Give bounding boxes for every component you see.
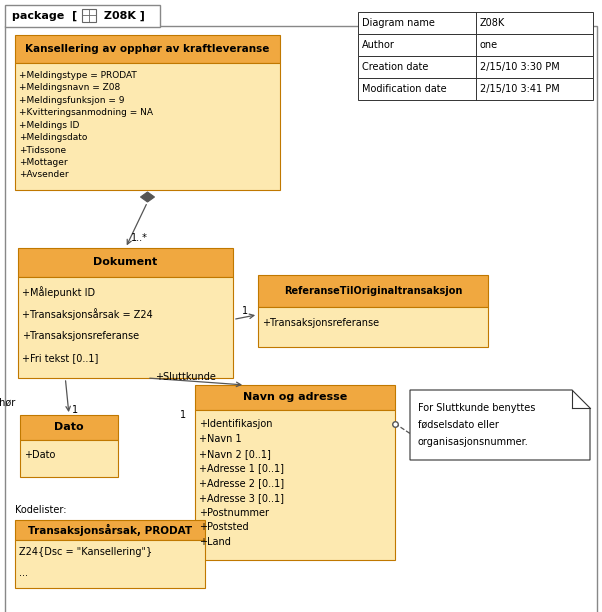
Text: +Identifikasjon: +Identifikasjon <box>199 419 273 430</box>
Text: +Adresse 3 [0..1]: +Adresse 3 [0..1] <box>199 493 284 503</box>
Text: +Meldings ID: +Meldings ID <box>19 121 79 130</box>
Text: Navn og adresse: Navn og adresse <box>243 392 347 402</box>
Text: +Meldingsfunksjon = 9: +Meldingsfunksjon = 9 <box>19 96 125 105</box>
Bar <box>18 248 233 277</box>
Bar <box>195 409 395 560</box>
Text: Transaksjonsårsak, PRODAT: Transaksjonsårsak, PRODAT <box>28 524 192 536</box>
Text: +Målepunkt ID: +Målepunkt ID <box>22 286 95 297</box>
Text: Author: Author <box>362 40 395 50</box>
Text: Modification date: Modification date <box>362 84 447 94</box>
Text: +Dato: +Dato <box>24 450 55 460</box>
Text: Dato: Dato <box>54 422 84 433</box>
Text: 1..*: 1..* <box>131 233 147 243</box>
Text: +Fri tekst [0..1]: +Fri tekst [0..1] <box>22 354 98 364</box>
Text: Diagram name: Diagram name <box>362 18 435 28</box>
Text: +Navn 2 [0..1]: +Navn 2 [0..1] <box>199 449 271 459</box>
Bar <box>20 415 118 440</box>
Text: +Opphør: +Opphør <box>0 398 15 408</box>
Text: organisasjonsnummer.: organisasjonsnummer. <box>418 437 529 447</box>
Text: +Sluttkunde: +Sluttkunde <box>155 371 216 381</box>
Bar <box>5 5 160 27</box>
Polygon shape <box>140 192 155 202</box>
Text: +Transaksjonsreferanse: +Transaksjonsreferanse <box>262 318 379 328</box>
Bar <box>15 540 205 588</box>
Bar <box>15 35 280 63</box>
Text: +Adresse 2 [0..1]: +Adresse 2 [0..1] <box>199 479 284 488</box>
Text: 1: 1 <box>72 405 78 415</box>
Text: 1: 1 <box>243 307 249 316</box>
Text: Dokument: Dokument <box>93 257 158 267</box>
Text: +Meldingsdato: +Meldingsdato <box>19 133 87 142</box>
Bar <box>20 440 118 477</box>
Text: one: one <box>480 40 498 50</box>
Bar <box>18 277 233 378</box>
Text: +Postnummer: +Postnummer <box>199 508 269 518</box>
Text: +Navn 1: +Navn 1 <box>199 434 241 444</box>
Bar <box>358 12 593 34</box>
Text: +Kvitteringsanmodning = NA: +Kvitteringsanmodning = NA <box>19 108 153 118</box>
Text: package  [: package [ <box>12 11 77 21</box>
Bar <box>258 307 488 347</box>
Text: +Poststed: +Poststed <box>199 523 249 532</box>
Text: 2/15/10 3:41 PM: 2/15/10 3:41 PM <box>480 84 560 94</box>
Text: Kansellering av opphør av kraftleveranse: Kansellering av opphør av kraftleveranse <box>25 44 270 54</box>
Polygon shape <box>410 390 590 460</box>
Text: +Avsender: +Avsender <box>19 170 69 179</box>
Text: +Transaksjonsreferanse: +Transaksjonsreferanse <box>22 331 139 341</box>
Bar <box>15 63 280 190</box>
Bar <box>358 78 593 100</box>
Text: Z24{Dsc = "Kansellering"}: Z24{Dsc = "Kansellering"} <box>19 547 152 557</box>
Text: Creation date: Creation date <box>362 62 429 72</box>
Text: 2/15/10 3:30 PM: 2/15/10 3:30 PM <box>480 62 560 72</box>
Text: Z08K: Z08K <box>480 18 505 28</box>
Text: +Mottager: +Mottager <box>19 158 67 167</box>
Text: ReferanseTilOriginaltransaksjon: ReferanseTilOriginaltransaksjon <box>284 286 462 296</box>
Text: +Tidssone: +Tidssone <box>19 146 66 155</box>
Text: Kodelister:: Kodelister: <box>15 505 66 515</box>
Bar <box>258 275 488 307</box>
Text: fødselsdato eller: fødselsdato eller <box>418 420 499 430</box>
Bar <box>358 34 593 56</box>
Text: ...: ... <box>19 567 28 578</box>
Text: 1: 1 <box>180 410 186 420</box>
Text: +Land: +Land <box>199 537 231 547</box>
Text: +Adresse 1 [0..1]: +Adresse 1 [0..1] <box>199 463 284 474</box>
Bar <box>82 9 96 22</box>
Text: For Sluttkunde benyttes: For Sluttkunde benyttes <box>418 403 535 413</box>
Text: +Transaksjonsårsak = Z24: +Transaksjonsårsak = Z24 <box>22 308 153 320</box>
Bar <box>195 385 395 409</box>
Text: +Meldingsnavn = Z08: +Meldingsnavn = Z08 <box>19 83 120 92</box>
Bar <box>358 56 593 78</box>
Text: +Meldingstype = PRODAT: +Meldingstype = PRODAT <box>19 71 137 80</box>
Text: Z08K ]: Z08K ] <box>100 11 145 21</box>
Bar <box>15 520 205 540</box>
